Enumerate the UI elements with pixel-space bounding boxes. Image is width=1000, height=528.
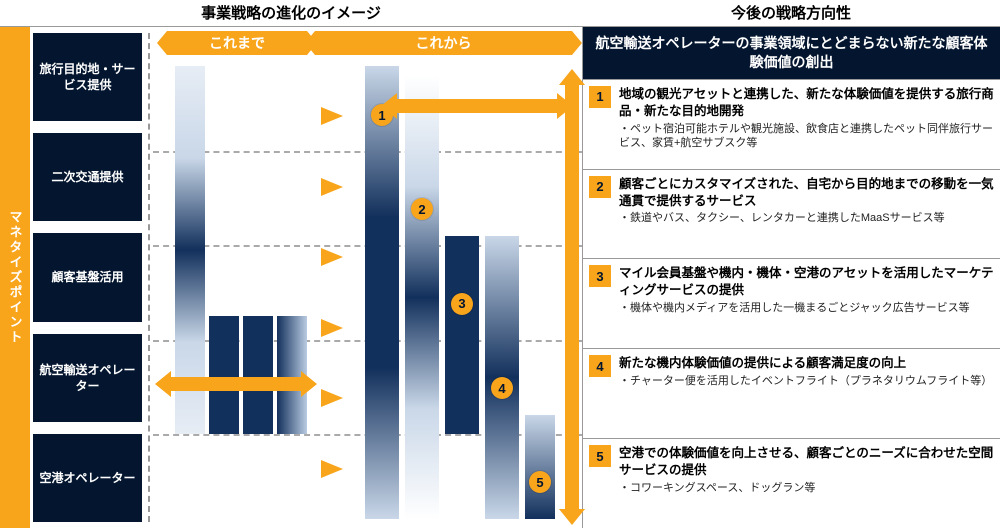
row-label: 旅行目的地・サービス提供	[33, 33, 142, 121]
strategy-item-title: 地域の観光アセットと連携した、新たな体験価値を提供する旅行商品・新たな目的地開発	[619, 86, 994, 120]
chevron-right-icon	[321, 319, 343, 337]
strategy-item-number: 2	[589, 176, 611, 198]
strategy-item-body: マイル会員基盤や機内・機体・空港のアセットを活用したマーケティングサービスの提供…	[619, 265, 994, 344]
row-label: 顧客基盤活用	[33, 233, 142, 321]
transition-arrows	[315, 81, 351, 505]
strategy-item-number: 5	[589, 445, 611, 467]
right-title: 今後の戦略方向性	[582, 0, 1000, 26]
bar-after	[445, 236, 479, 434]
right-pane-title: 航空輸送オペレーターの事業領域にとどまらない新たな顧客体験価値の創出	[583, 27, 1000, 79]
tab-before: これまで	[167, 31, 307, 55]
row-separator-gap	[145, 27, 153, 528]
strategy-item-title: 新たな機内体験価値の提供による顧客満足度の向上	[619, 355, 994, 372]
tab-after: これから	[315, 31, 572, 55]
strategy-item-title: 空港での体験価値を向上させる、顧客ごとのニーズに合わせた空間サービスの提供	[619, 445, 994, 479]
bar-after	[405, 76, 439, 519]
strategy-item: 5 空港での体験価値を向上させる、顧客ごとのニーズに合わせた空間サービスの提供・コ…	[583, 438, 1000, 528]
strategy-item: 4 新たな機内体験価値の提供による顧客満足度の向上・チャーター便を活用したイベント…	[583, 348, 1000, 438]
strategy-item: 1 地域の観光アセットと連携した、新たな体験価値を提供する旅行商品・新たな目的地開…	[583, 79, 1000, 169]
left-title: 事業戦略の進化のイメージ	[0, 0, 582, 26]
before-range-arrow	[171, 377, 301, 391]
strategy-item-desc: ・ペット宿泊可能ホテルや観光施設、飲食店と連携したペット同伴旅行サービス、家賃+…	[619, 122, 994, 152]
row-labels: 旅行目的地・サービス提供二次交通提供顧客基盤活用航空輸送オペレーター空港オペレー…	[30, 27, 145, 528]
chevron-right-icon	[321, 107, 343, 125]
bar-after	[525, 415, 555, 519]
chevron-right-icon	[321, 460, 343, 478]
strategy-item-number: 3	[589, 265, 611, 287]
strategy-item-title: 顧客ごとにカスタマイズされた、自宅から目的地までの移動を一気通貫で提供するサービ…	[619, 176, 994, 210]
vertical-axis-label: マネタイズポイント	[0, 27, 30, 528]
strategy-item-number: 1	[589, 86, 611, 108]
after-horizontal-arrow	[397, 99, 557, 113]
row-label: 航空輸送オペレーター	[33, 334, 142, 422]
bar-after	[365, 66, 399, 518]
chevron-right-icon	[321, 178, 343, 196]
strategy-item-body: 顧客ごとにカスタマイズされた、自宅から目的地までの移動を一気通貫で提供するサービ…	[619, 176, 994, 255]
chart-canvas: 12345	[153, 57, 582, 528]
right-pane: 航空輸送オペレーターの事業領域にとどまらない新たな顧客体験価値の創出 1 地域の観…	[582, 27, 1000, 528]
chart-badge: 3	[451, 293, 473, 315]
strategy-item-title: マイル会員基盤や機内・機体・空港のアセットを活用したマーケティングサービスの提供	[619, 265, 994, 299]
row-label: 二次交通提供	[33, 133, 142, 221]
strategy-item-desc: ・チャーター便を活用したイベントフライト（プラネタリウムフライト等）	[619, 374, 994, 389]
after-vertical-arrow	[565, 85, 579, 509]
strategy-item: 3 マイル会員基盤や機内・機体・空港のアセットを活用したマーケティングサービスの提…	[583, 258, 1000, 348]
chevron-right-icon	[321, 248, 343, 266]
bar-before	[243, 316, 273, 434]
strategy-item-desc: ・鉄道やバス、タクシー、レンタカーと連携したMaaSサービス等	[619, 211, 994, 226]
left-pane: マネタイズポイント 旅行目的地・サービス提供二次交通提供顧客基盤活用航空輸送オペ…	[0, 27, 582, 528]
strategy-item-body: 新たな機内体験価値の提供による顧客満足度の向上・チャーター便を活用したイベントフ…	[619, 355, 994, 434]
strategy-item: 2 顧客ごとにカスタマイズされた、自宅から目的地までの移動を一気通貫で提供するサー…	[583, 169, 1000, 259]
strategy-item-desc: ・コワーキングスペース、ドッグラン等	[619, 481, 994, 496]
row-label: 空港オペレーター	[33, 434, 142, 522]
strategy-item-number: 4	[589, 355, 611, 377]
strategy-item-body: 空港での体験価値を向上させる、顧客ごとのニーズに合わせた空間サービスの提供・コワ…	[619, 445, 994, 524]
strategy-item-desc: ・機体や機内メディアを活用した一機まるごとジャック広告サービス等	[619, 301, 994, 316]
strategy-item-body: 地域の観光アセットと連携した、新たな体験価値を提供する旅行商品・新たな目的地開発…	[619, 86, 994, 165]
chevron-right-icon	[321, 389, 343, 407]
bar-before	[209, 316, 239, 434]
